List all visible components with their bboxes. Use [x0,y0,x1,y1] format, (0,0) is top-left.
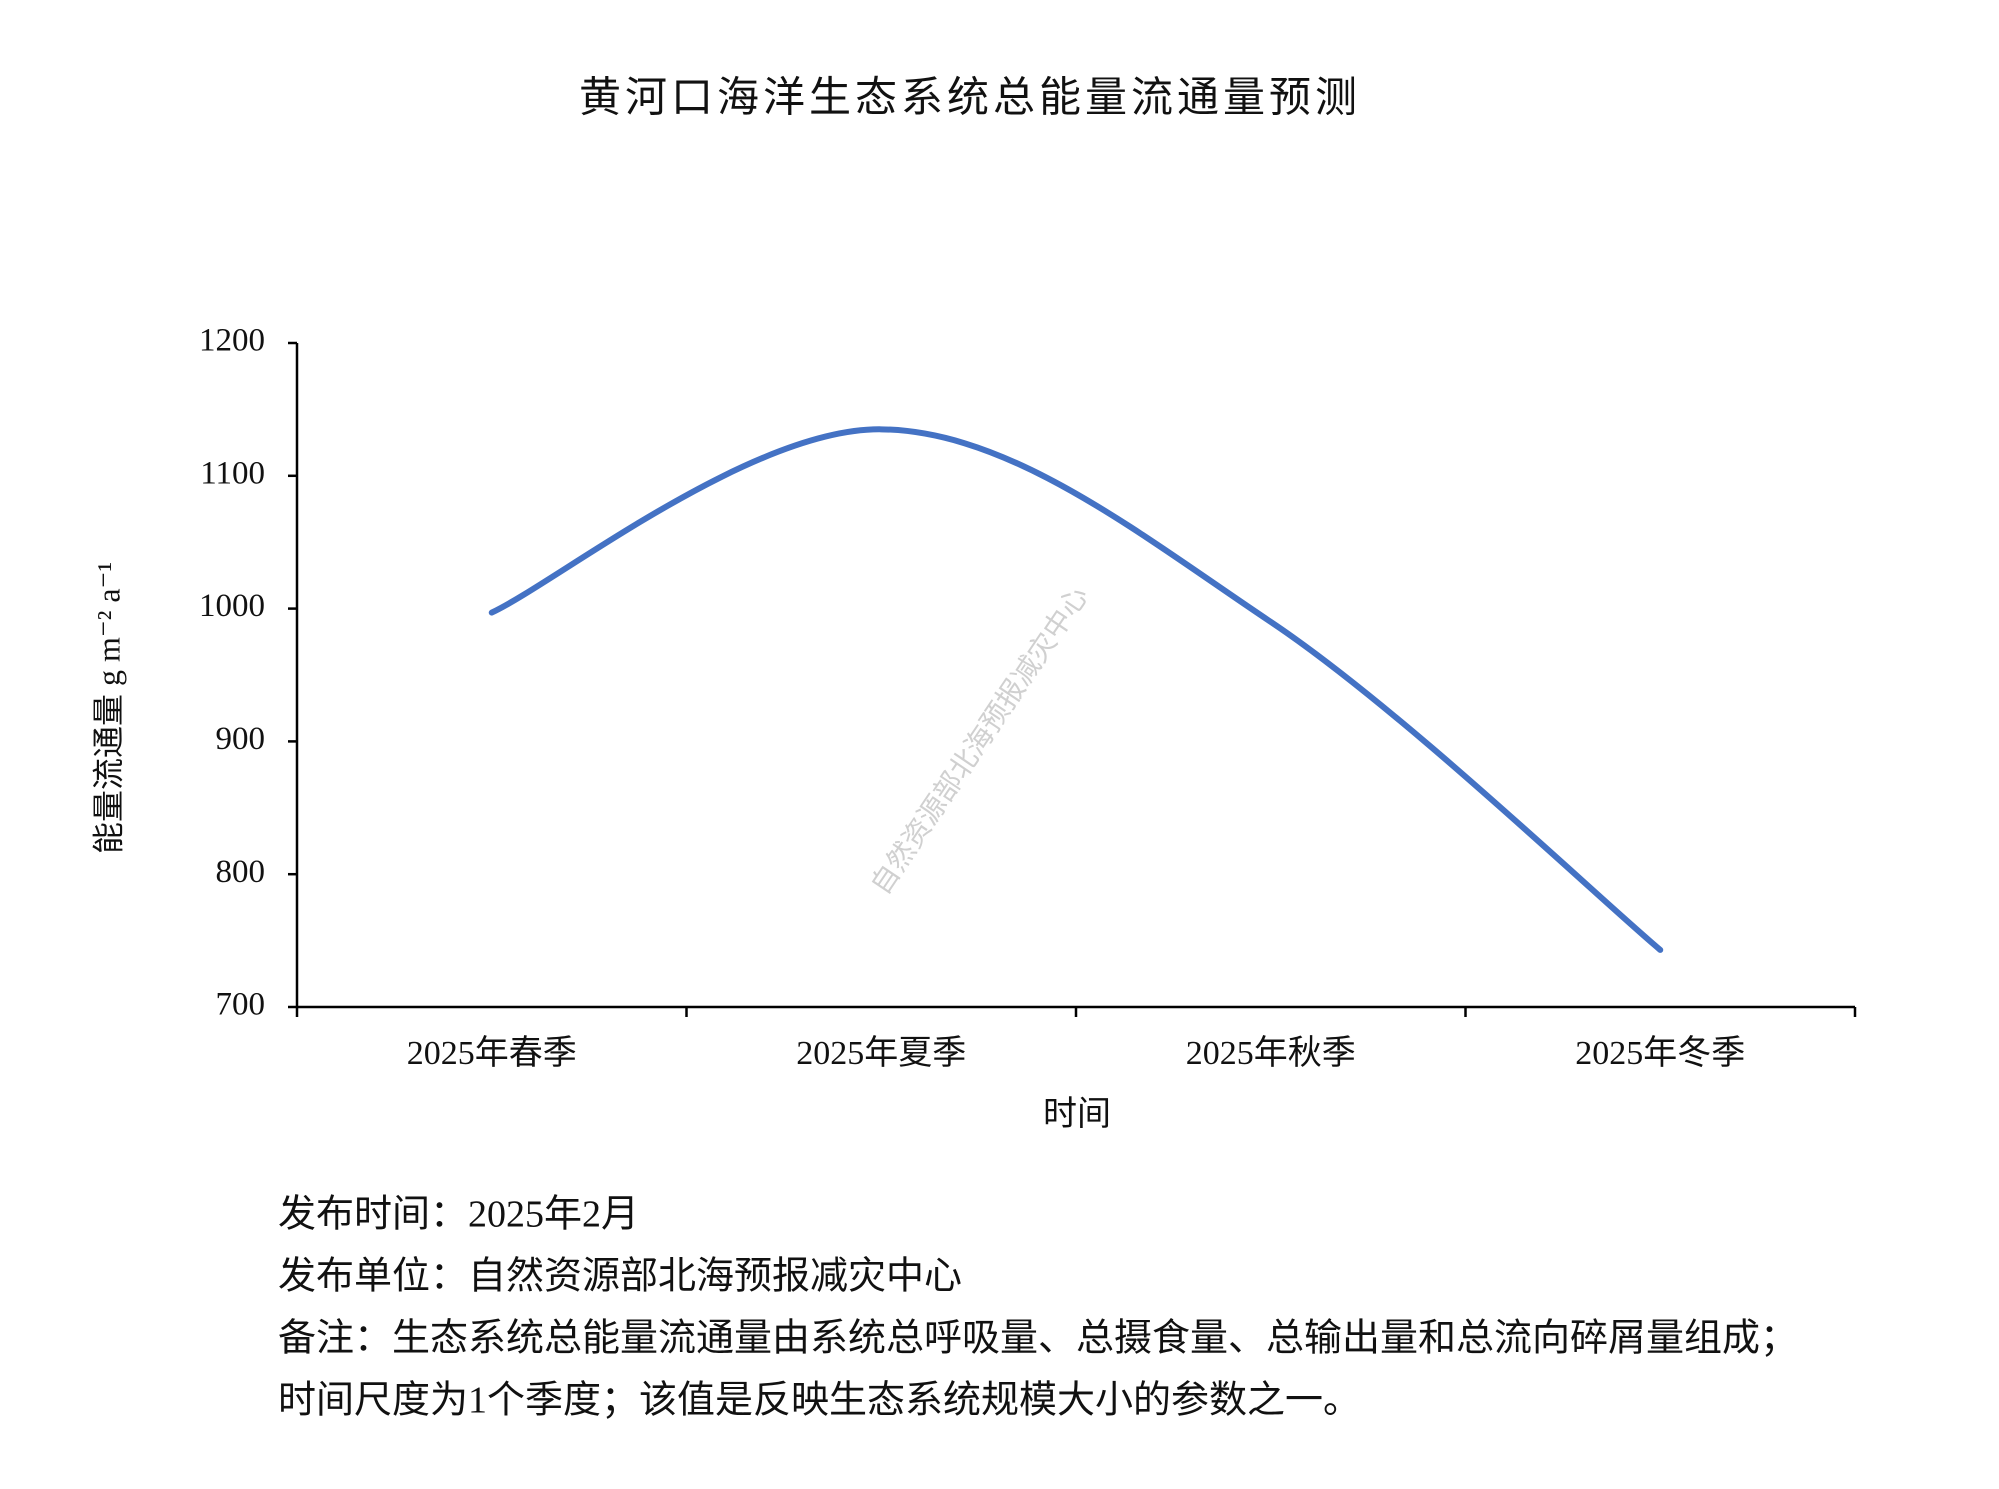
y-tick-label: 700 [216,987,266,1023]
y-tick-label: 1000 [199,588,265,624]
notes: 发布时间：2025年2月发布单位：自然资源部北海预报减灾中心备注：生态系统总能量… [278,1194,1798,1422]
x-tick-label: 2025年秋季 [1186,1034,1356,1072]
y-axis-label: 能量流通量 g m⁻² a⁻¹ [90,562,126,854]
line-series [488,426,1664,953]
chart-title: 黄河口海洋生态系统总能量流通量预测 [579,76,1361,122]
x-tick-label: 2025年夏季 [796,1034,966,1072]
x-tick-label: 2025年冬季 [1575,1034,1745,1072]
y-tick-label: 1200 [199,323,265,359]
note-line: 发布单位：自然资源部北海预报减灾中心 [278,1256,962,1298]
note-line: 发布时间：2025年2月 [278,1194,639,1236]
note-line: 备注：生态系统总能量流通量由系统总呼吸量、总摄食量、总输出量和总流向碎屑量组成； [278,1318,1798,1360]
watermark: 自然资源部北海预报减灾中心 [865,581,1095,901]
x-axis-label: 时间 [1043,1096,1111,1133]
x-tick-label: 2025年春季 [407,1034,577,1072]
y-tick-label: 1100 [200,455,265,491]
note-line: 时间尺度为1个季度；该值是反映生态系统规模大小的参数之一。 [278,1380,1361,1422]
y-tick-label: 800 [216,854,266,890]
y-tick-label: 900 [216,721,266,757]
